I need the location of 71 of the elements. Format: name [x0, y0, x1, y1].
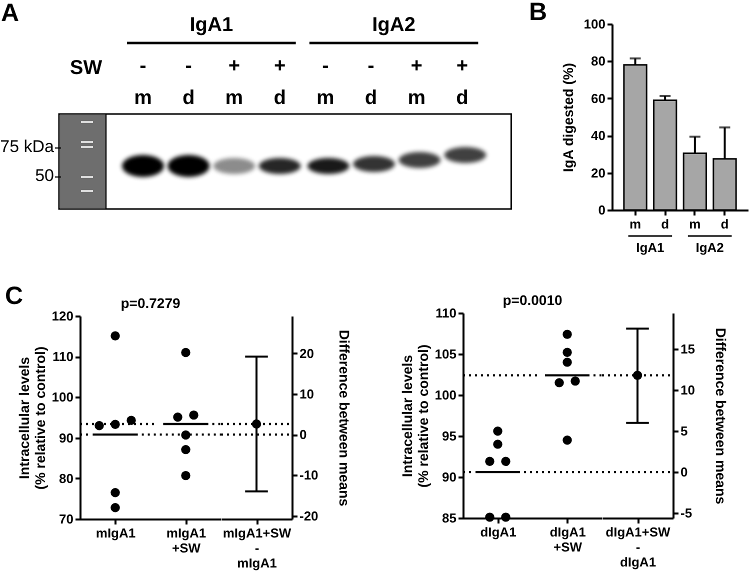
category-label: m — [225, 87, 244, 109]
y2-tick-label: -5 — [680, 506, 692, 521]
y-tick-label: 95 — [442, 428, 456, 444]
text: p=0.0010 — [502, 292, 562, 308]
text: IgA2 — [696, 240, 724, 255]
text: + — [410, 55, 422, 77]
y2-tick-label: 5 — [680, 424, 688, 439]
text: A — [1, 0, 20, 27]
text: IgA1 — [636, 240, 664, 255]
y-tick-label: 100 — [584, 16, 606, 32]
y2-tick-label: 15 — [680, 342, 695, 357]
category-label: d — [182, 87, 195, 109]
y2-tick-label: 0 — [680, 464, 688, 480]
x-tick-label: dIgA1 — [480, 524, 516, 540]
y-tick-label: 70 — [59, 512, 74, 526]
x-tick-label: dIgA1+SW - dIgA1 — [606, 524, 672, 570]
y-tick-label: 20 — [591, 165, 606, 180]
chart-title: B — [529, 0, 548, 26]
text: + — [456, 55, 468, 77]
category-label: m — [316, 87, 334, 109]
y-axis-title: Intracellular levels (% relative to control) — [398, 344, 431, 488]
y-tick-label: 0 — [598, 202, 606, 218]
category-label: m — [408, 87, 426, 109]
text: p=0.7279 — [120, 295, 180, 311]
y-tick-label: 100 — [52, 390, 74, 405]
text: - — [185, 55, 192, 77]
y-tick-label: 60 — [591, 90, 606, 106]
text: + — [228, 55, 240, 77]
text: - — [322, 55, 329, 77]
y-tick-label: 110 — [436, 306, 456, 320]
y-tick-label: 90 — [59, 430, 74, 446]
x-tick-label: mIgA1 +SW — [166, 526, 206, 556]
y-axis-title: Intracellular levels (% relative to control) — [16, 346, 48, 490]
y-tick-label: 120 — [52, 308, 74, 324]
text: IgA1 — [190, 14, 234, 36]
y-axis-title: IgA digested (%) — [560, 62, 576, 172]
text: 75 kDa — [0, 137, 55, 156]
y2-tick-label: 10 — [300, 386, 314, 402]
y2-tick-label: 0 — [300, 427, 307, 442]
y2-axis-title: Difference between means — [336, 330, 352, 507]
y-tick-label: 80 — [59, 470, 74, 486]
y-tick-label: 85 — [442, 510, 456, 526]
y2-tick-label: -10 — [300, 468, 318, 483]
y2-tick-label: 20 — [300, 346, 314, 361]
y-tick-label: 80 — [591, 54, 606, 69]
text: IgA2 — [372, 14, 416, 36]
category-label: m — [134, 87, 152, 109]
y2-axis-title: Difference between means — [712, 328, 729, 505]
text: - — [368, 55, 374, 77]
y2-tick-label: 10 — [680, 382, 695, 398]
category-label: d — [274, 87, 286, 109]
y-tick-label: 100 — [434, 388, 456, 402]
chart-title: C — [5, 282, 24, 310]
x-tick-label: dIgA1 +SW — [550, 524, 586, 554]
category-label: d — [456, 87, 468, 109]
y-tick-label: 40 — [591, 128, 606, 144]
y-tick-label: 110 — [52, 349, 74, 364]
x-tick-label: mIgA1 — [96, 526, 136, 540]
x-tick-label: m — [689, 216, 701, 232]
y-tick-label: 90 — [442, 470, 456, 484]
y-tick-label: 105 — [434, 346, 456, 362]
text: - — [140, 55, 146, 77]
text: + — [274, 55, 286, 77]
category-label: d — [364, 87, 378, 109]
x-tick-label: m — [629, 216, 642, 232]
x-tick-label: d — [720, 216, 729, 232]
x-tick-label: d — [661, 216, 670, 232]
x-tick-label: mIgA1+SW - mIgA1 — [222, 526, 292, 570]
text: 50 — [35, 166, 54, 185]
y2-tick-label: -20 — [300, 508, 318, 524]
text: SW — [70, 57, 102, 79]
